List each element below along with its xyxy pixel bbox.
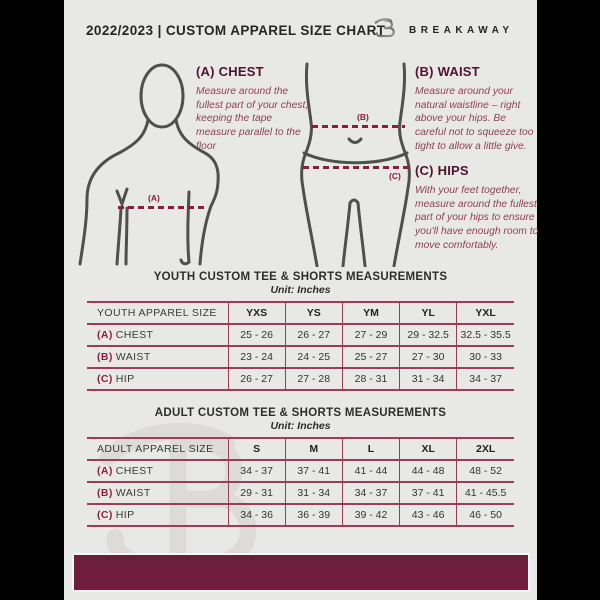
table-header-row: ADULT APPAREL SIZE S M L XL 2XL	[87, 437, 514, 461]
size-cell: 34 - 36	[227, 503, 286, 527]
breakaway-b-logo-icon	[374, 18, 395, 38]
youth-size-table: YOUTH APPAREL SIZE YXS YS YM YL YXL (A) C…	[87, 301, 514, 391]
size-cell: 29 - 31	[227, 481, 286, 505]
size-cell: 37 - 41	[284, 459, 343, 483]
size-label-header: YOUTH APPAREL SIZE	[87, 301, 228, 325]
size-cell: 24 - 25	[284, 345, 343, 369]
chest-measure-line	[118, 206, 208, 209]
lower-body-figure	[300, 62, 411, 267]
youth-table-title: YOUTH CUSTOM TEE & SHORTS MEASUREMENTS	[153, 271, 448, 283]
size-cell: 41 - 45.5	[456, 481, 514, 505]
hips-marker-label: (C)	[389, 171, 401, 181]
size-cell: 31 - 34	[399, 367, 457, 391]
size-cell: 41 - 44	[341, 459, 400, 483]
chest-heading: (A) CHEST	[196, 64, 264, 79]
size-cell: 36 - 39	[284, 503, 343, 527]
waist-heading: (B) WAIST	[415, 64, 480, 79]
size-col-header: S	[227, 437, 286, 461]
size-cell: 32.5 - 35.5	[456, 323, 514, 347]
adult-table-unit: Unit: Inches	[270, 420, 331, 432]
size-col-header: M	[284, 437, 343, 461]
size-cell: 34 - 37	[227, 459, 286, 483]
size-cell: 48 - 52	[456, 459, 514, 483]
hips-instruction: (C) HIPS With your feet together, measure…	[415, 163, 539, 252]
size-cell: 44 - 48	[399, 459, 457, 483]
size-col-header: YXS	[227, 301, 286, 325]
table-row: (B) WAIST 29 - 31 31 - 34 34 - 37 37 - 41…	[87, 481, 514, 505]
page-title: 2022/2023 | CUSTOM APPAREL SIZE CHART	[86, 23, 386, 38]
size-chart-page: 2022/2023 | CUSTOM APPAREL SIZE CHART BR…	[64, 0, 539, 600]
chest-marker-label: (A)	[148, 193, 160, 203]
size-col-header: YL	[399, 301, 457, 325]
size-col-header: YXL	[456, 301, 514, 325]
size-cell: 25 - 26	[227, 323, 286, 347]
brand-lockup: BREAKAWAY	[374, 16, 514, 40]
row-label: (A) CHEST	[87, 323, 228, 347]
size-cell: 29 - 32.5	[399, 323, 457, 347]
size-cell: 27 - 29	[341, 323, 400, 347]
table-header-row: YOUTH APPAREL SIZE YXS YS YM YL YXL	[87, 301, 514, 325]
size-cell: 27 - 28	[284, 367, 343, 391]
size-cell: 27 - 30	[399, 345, 457, 369]
size-cell: 28 - 31	[341, 367, 400, 391]
brand-name: BREAKAWAY	[409, 24, 514, 36]
adult-size-table: ADULT APPAREL SIZE S M L XL 2XL (A) CHEST…	[87, 437, 514, 527]
chest-description: Measure around the fullest part of your …	[196, 86, 309, 152]
size-cell: 26 - 27	[227, 367, 286, 391]
row-label: (B) WAIST	[87, 345, 228, 369]
size-cell: 46 - 50	[456, 503, 514, 527]
size-cell: 43 - 46	[399, 503, 457, 527]
youth-table-section: YOUTH CUSTOM TEE & SHORTS MEASUREMENTS U…	[64, 271, 537, 391]
table-row: (C) HIP 34 - 36 36 - 39 39 - 42 43 - 46 4…	[87, 503, 514, 527]
hips-heading: (C) HIPS	[415, 163, 469, 178]
waist-marker-label: (B)	[357, 112, 369, 122]
chest-instruction: (A) CHEST Measure around the fullest part…	[196, 64, 310, 153]
table-row: (C) HIP 26 - 27 27 - 28 28 - 31 31 - 34 3…	[87, 367, 514, 391]
table-row: (B) WAIST 23 - 24 24 - 25 25 - 27 27 - 30…	[87, 345, 514, 369]
waist-description: Measure around your natural waistline – …	[415, 86, 534, 152]
size-col-header: YM	[341, 301, 400, 325]
size-cell: 26 - 27	[284, 323, 343, 347]
table-row: (A) CHEST 34 - 37 37 - 41 41 - 44 44 - 48…	[87, 459, 514, 483]
table-row: (A) CHEST 25 - 26 26 - 27 27 - 29 29 - 32…	[87, 323, 514, 347]
size-cell: 30 - 33	[456, 345, 514, 369]
waist-instruction: (B) WAIST Measure around your natural wai…	[415, 64, 535, 153]
size-cell: 34 - 37	[341, 481, 400, 505]
row-label: (A) CHEST	[87, 459, 228, 483]
size-col-header: 2XL	[456, 437, 514, 461]
size-cell: 31 - 34	[284, 481, 343, 505]
size-cell: 25 - 27	[341, 345, 400, 369]
row-label: (C) HIP	[87, 503, 228, 527]
size-cell: 39 - 42	[341, 503, 400, 527]
row-label: (B) WAIST	[87, 481, 228, 505]
size-cell: 37 - 41	[399, 481, 457, 505]
adult-table-section: ADULT CUSTOM TEE & SHORTS MEASUREMENTS U…	[64, 407, 537, 527]
size-col-header: YS	[284, 301, 343, 325]
footer-bar	[72, 553, 530, 592]
hips-description: With your feet together, measure around …	[415, 185, 539, 251]
waist-measure-line	[312, 125, 405, 128]
upper-body-figure	[78, 63, 220, 266]
hips-measure-line	[303, 166, 409, 169]
youth-table-unit: Unit: Inches	[270, 284, 331, 296]
row-label: (C) HIP	[87, 367, 228, 391]
size-col-header: XL	[399, 437, 457, 461]
adult-table-title: ADULT CUSTOM TEE & SHORTS MEASUREMENTS	[154, 407, 447, 419]
size-col-header: L	[341, 437, 400, 461]
size-label-header: ADULT APPAREL SIZE	[87, 437, 228, 461]
size-cell: 34 - 37	[456, 367, 514, 391]
size-cell: 23 - 24	[227, 345, 286, 369]
